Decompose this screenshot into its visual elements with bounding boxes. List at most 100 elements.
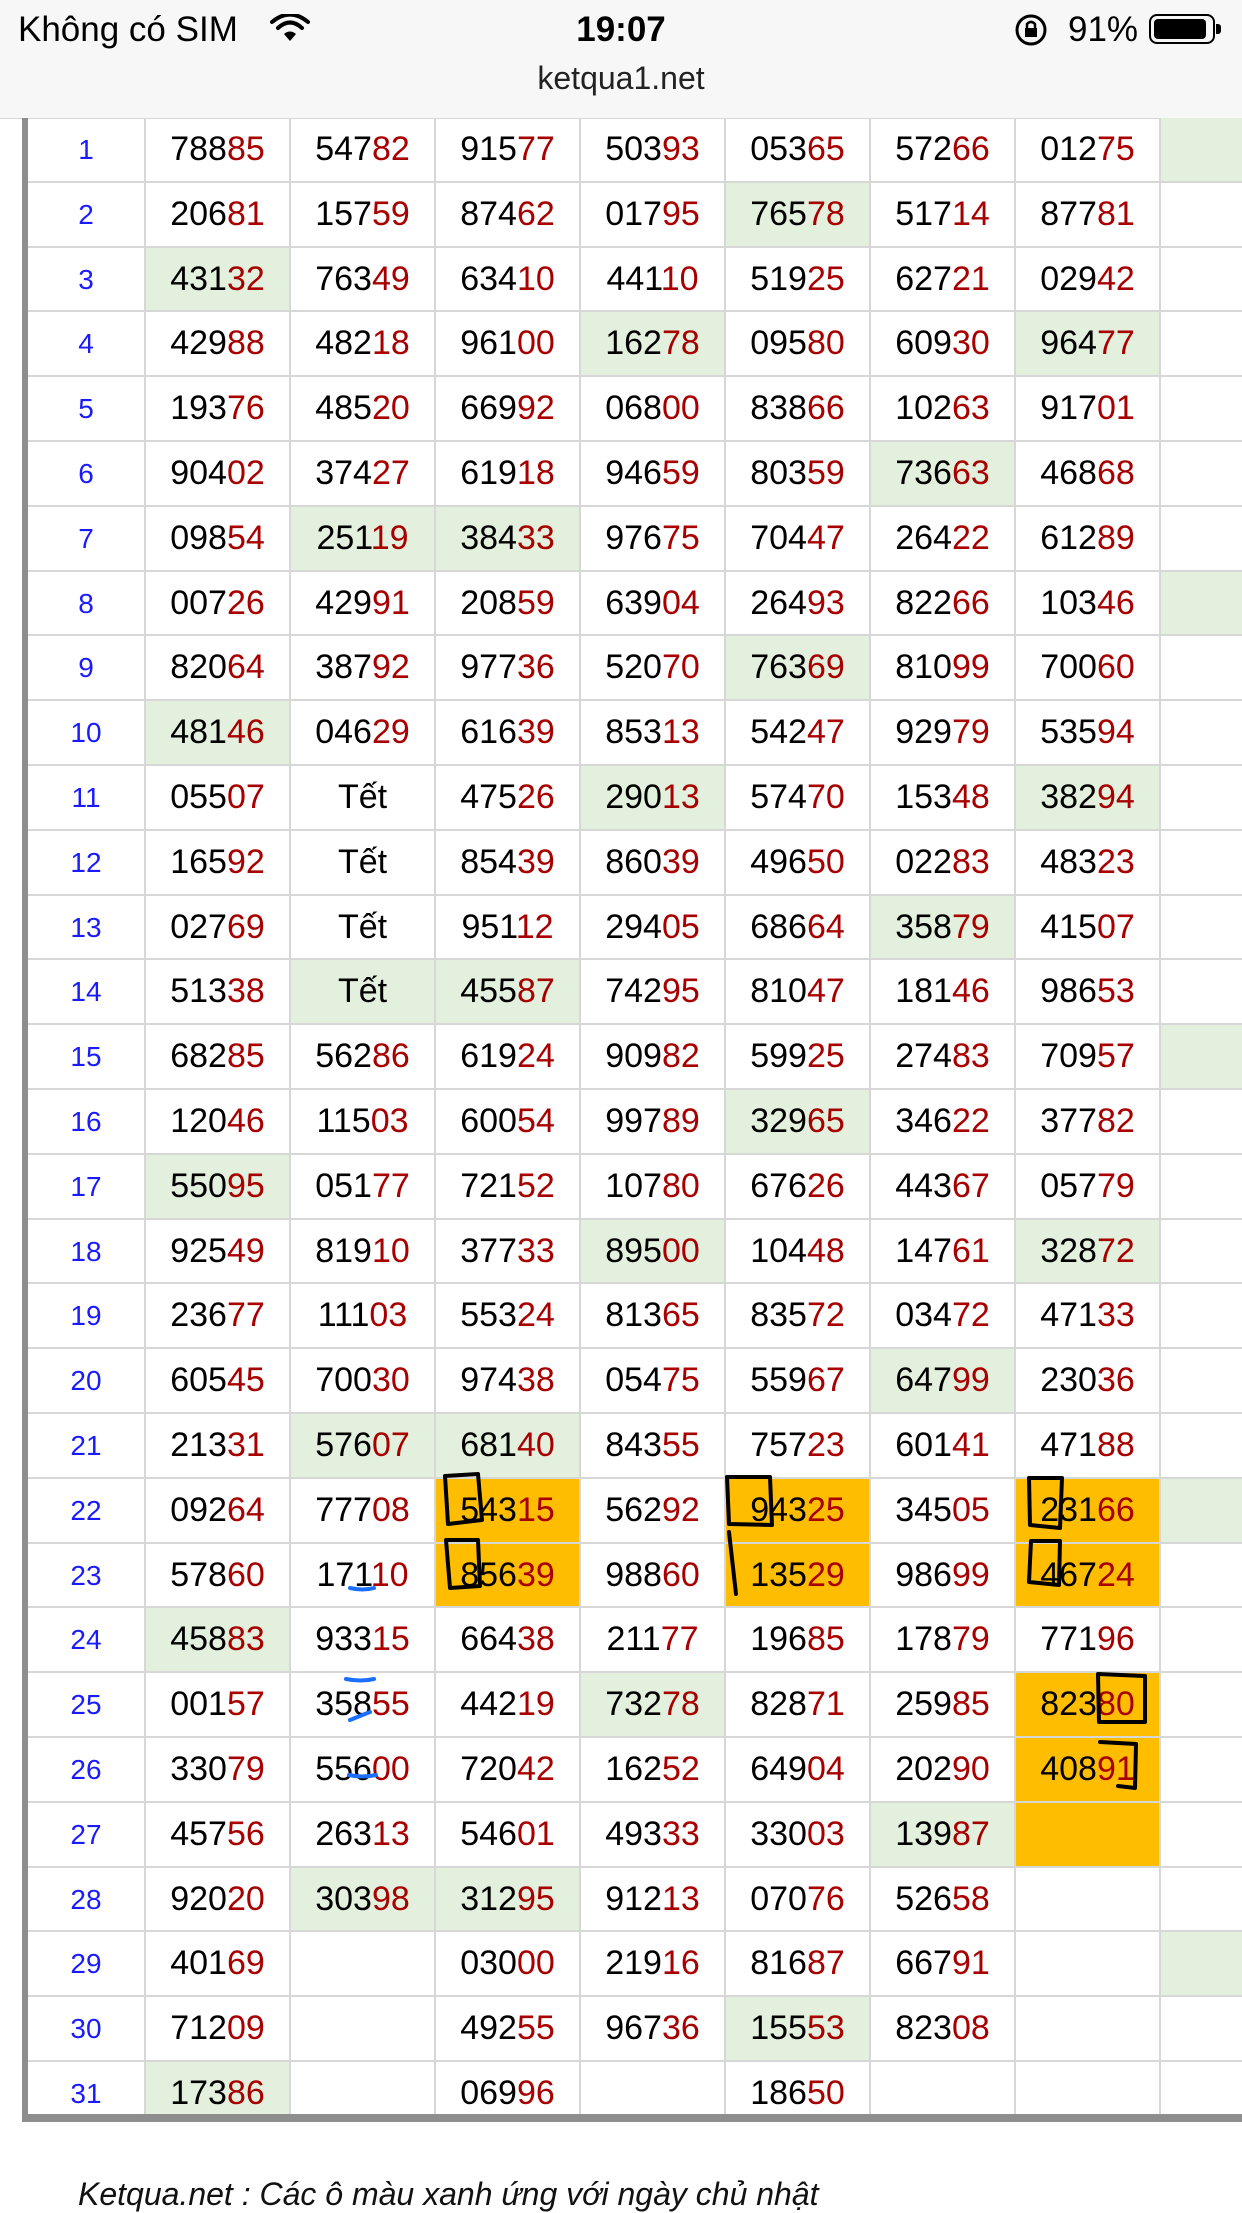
result-cell: 45587	[434, 960, 579, 1023]
result-cell: 13987	[869, 1803, 1014, 1866]
result-cell: 49333	[579, 1803, 724, 1866]
result-cell: 42988	[144, 312, 289, 375]
table-row: 31 17386 06996 18650	[28, 2060, 1242, 2114]
result-cell	[1159, 1414, 1242, 1477]
day-number: 24	[70, 1624, 102, 1655]
result-cell: 60545	[144, 1349, 289, 1412]
result-cell: 32965	[724, 1090, 869, 1153]
result-cell: 98699	[869, 1544, 1014, 1607]
result-cell	[289, 1997, 434, 2060]
result-cell: 77196	[1014, 1608, 1159, 1671]
result-cell: 11503	[289, 1090, 434, 1153]
result-cell: 26422	[869, 507, 1014, 570]
day-number: 23	[70, 1560, 102, 1591]
clock: 19:07	[576, 10, 666, 49]
result-cell: 42991	[289, 572, 434, 635]
result-cell: 96736	[579, 1997, 724, 2060]
result-cell: 38433	[434, 507, 579, 570]
result-cell: 85639	[434, 1544, 579, 1607]
result-cell	[1159, 1673, 1242, 1736]
result-cell: 03000	[434, 1932, 579, 1995]
result-cell: 87781	[1014, 183, 1159, 246]
result-cell: 17879	[869, 1608, 1014, 1671]
table-row: 28 92020 30398 31295 91213 07076 52658	[28, 1866, 1242, 1931]
result-cell: 44367	[869, 1155, 1014, 1218]
result-cell: Tết	[289, 960, 434, 1023]
result-cell	[1159, 831, 1242, 894]
table-row: 23 57860 17110 85639 98860 13529 98699 46724	[28, 1542, 1242, 1607]
result-cell	[1159, 377, 1242, 440]
day-number: 31	[70, 2078, 102, 2109]
result-cell: 94325	[724, 1479, 869, 1542]
table-row: 25 00157 35855 44219 73278 82871 25985 82380	[28, 1671, 1242, 1736]
result-cell: Tết	[289, 831, 434, 894]
table-row: 13 02769 Tết 95112 29405 68664 35879 41507	[28, 894, 1242, 959]
battery-percent: 91%	[1068, 10, 1139, 49]
table-left-border	[22, 118, 28, 2116]
result-cell: 60054	[434, 1090, 579, 1153]
result-cell: 81047	[724, 960, 869, 1023]
result-cell: 52070	[579, 636, 724, 699]
result-cell: 92979	[869, 701, 1014, 764]
result-cell: 78885	[144, 118, 289, 181]
result-cell: 80359	[724, 442, 869, 505]
result-cell: 61639	[434, 701, 579, 764]
result-cell	[1014, 1997, 1159, 2060]
result-cell: 38792	[289, 636, 434, 699]
result-cell: 49255	[434, 1997, 579, 2060]
result-cell: 48520	[289, 377, 434, 440]
result-cell: 74295	[579, 960, 724, 1023]
result-cell: 76349	[289, 248, 434, 311]
result-cell: 91701	[1014, 377, 1159, 440]
result-cell: 14761	[869, 1220, 1014, 1283]
result-cell: 48218	[289, 312, 434, 375]
result-cell: 18650	[724, 2062, 869, 2114]
table-row: 10 48146 04629 61639 85313 54247 92979 53594	[28, 699, 1242, 764]
result-cell: 70447	[724, 507, 869, 570]
result-cell: 49650	[724, 831, 869, 894]
result-cell: 47188	[1014, 1414, 1159, 1477]
day-number: 13	[70, 912, 102, 943]
result-cell: 99789	[579, 1090, 724, 1153]
result-cell: 54247	[724, 701, 869, 764]
result-cell: 52658	[869, 1868, 1014, 1931]
result-cell: Tết	[289, 896, 434, 959]
result-cell: 02942	[1014, 248, 1159, 311]
day-number: 18	[70, 1236, 102, 1267]
result-cell: 30398	[289, 1868, 434, 1931]
result-cell: 77708	[289, 1479, 434, 1542]
table-row: 12 16592 Tết 85439 86039 49650 02283 48323	[28, 829, 1242, 894]
result-cell: 29013	[579, 766, 724, 829]
result-cell	[1159, 572, 1242, 635]
table-row: 24 45883 93315 66438 21177 19685 17879 77196	[28, 1606, 1242, 1671]
result-cell	[1159, 1608, 1242, 1671]
result-cell: 09580	[724, 312, 869, 375]
result-cell: 46724	[1014, 1544, 1159, 1607]
result-cell	[1159, 1544, 1242, 1607]
day-number: 17	[70, 1171, 102, 1202]
result-cell: 40891	[1014, 1738, 1159, 1801]
result-cell: 92549	[144, 1220, 289, 1283]
result-cell: 48146	[144, 701, 289, 764]
result-cell: 97736	[434, 636, 579, 699]
result-cell: 72042	[434, 1738, 579, 1801]
result-cell: 00726	[144, 572, 289, 635]
result-cell: 71209	[144, 1997, 289, 2060]
result-cell: 68140	[434, 1414, 579, 1477]
day-number: 1	[78, 134, 94, 165]
result-cell: 13529	[724, 1544, 869, 1607]
result-cell: 33003	[724, 1803, 869, 1866]
result-cell: 82871	[724, 1673, 869, 1736]
result-cell: 31295	[434, 1868, 579, 1931]
table-row: 16 12046 11503 60054 99789 32965 34622 37782	[28, 1088, 1242, 1153]
url-bar[interactable]: ketqua1.net	[537, 60, 705, 96]
battery-icon	[1149, 14, 1221, 44]
table-row: 22 09264 77708 54315 56292 94325 34505 23166	[28, 1477, 1242, 1542]
result-cell: 03472	[869, 1284, 1014, 1347]
result-cell	[1159, 2062, 1242, 2114]
result-cell: 05779	[1014, 1155, 1159, 1218]
result-cell: 93315	[289, 1608, 434, 1671]
result-cell: 94659	[579, 442, 724, 505]
result-cell: 05475	[579, 1349, 724, 1412]
result-cell: 19376	[144, 377, 289, 440]
